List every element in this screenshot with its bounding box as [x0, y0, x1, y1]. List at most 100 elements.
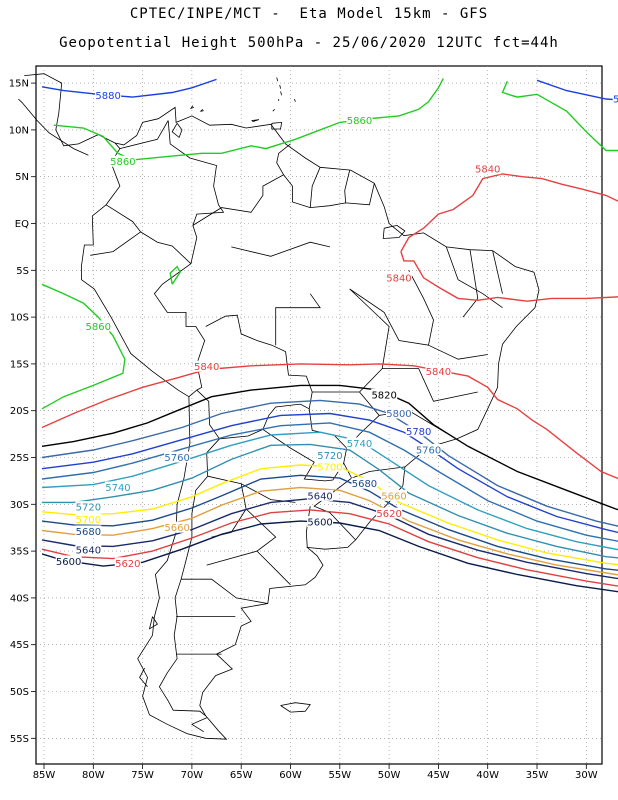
contour-label-5880: 5880 [95, 91, 120, 102]
contour-label-5600: 5600 [307, 518, 332, 529]
contour-label-5780: 5780 [406, 427, 431, 438]
contour-label-5880: 5880 [613, 95, 618, 106]
boundary-line [492, 250, 503, 294]
boundary-line [167, 120, 225, 264]
lat-tick-label: 30S [10, 500, 29, 511]
contour-line-5760 [41, 422, 618, 542]
boundary-line [139, 667, 148, 688]
contour-line-5860 [53, 78, 444, 161]
longitude-axis: 85W80W75W70W65W60W55W50W45W40W35W30W25W2… [33, 764, 598, 781]
contour-label-5760: 5760 [416, 446, 441, 457]
boundary-line [271, 121, 283, 130]
map-frame [35, 65, 603, 765]
contour-label-bg [85, 320, 112, 332]
lat-tick-label: 55S [10, 734, 29, 745]
lat-tick-label: 45S [10, 640, 29, 651]
contour-label-bg [75, 525, 102, 537]
contour-label-bg [114, 557, 141, 569]
lat-tick-label: 10S [10, 313, 29, 324]
contour-line-5880 [536, 79, 618, 101]
lat-tick-label: 50S [10, 687, 29, 698]
boundary-line [199, 109, 204, 112]
map-title-line-1: CPTEC/INPE/MCT - Eta Model 15km - GFS [129, 6, 489, 22]
boundary-line [24, 73, 116, 147]
contour-label-bg [104, 481, 131, 493]
boundary-line [382, 368, 478, 402]
boundary-line [279, 84, 281, 89]
contour-label-bg [385, 271, 412, 283]
boundary-line [256, 550, 291, 586]
contour-label-bg [346, 437, 373, 449]
contour-label-bg [474, 163, 501, 175]
contour-label-5740: 5740 [105, 483, 130, 494]
boundary-line [280, 91, 282, 96]
contour-label-5600: 5600 [56, 557, 81, 568]
lon-tick-label: 70W [181, 770, 204, 781]
boundary-line [140, 231, 206, 398]
latitude-axis: 15N 10N 5N EQ 5S 10S 15S 20S 25S 30S 35S 40S 45S 50S 5… [9, 79, 36, 745]
contour-label-5680: 5680 [352, 479, 377, 490]
contour-label-5620: 5620 [376, 509, 401, 520]
contour-label-5840: 5840 [386, 273, 411, 284]
contour-label-bg [193, 360, 220, 372]
boundary-line [119, 120, 169, 149]
boundary-line [189, 105, 195, 110]
boundary-line [309, 167, 321, 208]
contour-label-bg [95, 89, 122, 101]
contour-label-5720: 5720 [317, 451, 342, 462]
boundary-line [382, 224, 406, 239]
contour-line-5860 [501, 80, 618, 152]
contour-label-bg [307, 489, 334, 501]
contour-line-5860 [41, 283, 126, 410]
contour-label-5660: 5660 [164, 523, 189, 534]
contour-line-5660 [41, 486, 618, 576]
lon-tick-label: 30W [575, 770, 598, 781]
contour-line-5680 [41, 474, 618, 571]
contour-label-5620: 5620 [115, 559, 140, 570]
contour-label-5840: 5840 [426, 367, 451, 378]
lon-tick-label: 40W [476, 770, 499, 781]
contour-label-bg [307, 516, 334, 528]
contour-label-bg [316, 449, 343, 461]
lon-tick-label: 45W [427, 770, 450, 781]
boundary-line [181, 578, 268, 604]
lon-tick-label: 35W [526, 770, 549, 781]
boundary-line [251, 119, 260, 122]
contour-label-5840: 5840 [194, 362, 219, 373]
boundary-line [445, 246, 503, 309]
contour-label-bg [164, 521, 191, 533]
contour-label-5640: 5640 [76, 546, 101, 557]
lat-tick-label: 5S [16, 266, 29, 277]
contour-label-5640: 5640 [307, 491, 332, 502]
map-title-line-2: Geopotential Height 500hPa - 25/06/2020 … [59, 35, 559, 51]
contour-label-bg [385, 407, 412, 419]
lat-tick-label: 25S [10, 453, 29, 464]
boundary-line [462, 249, 479, 318]
contour-label-bg [381, 489, 408, 501]
lat-tick-label: 15N [9, 79, 29, 90]
contour-label-bg [316, 460, 343, 472]
lon-tick-label: 75W [131, 770, 154, 781]
lat-tick-label: 10N [9, 125, 29, 136]
contour-label-bg [612, 93, 618, 105]
lon-tick-label: 50W [378, 770, 401, 781]
lat-tick-label: 15S [10, 359, 29, 370]
boundary-line [280, 702, 311, 713]
lon-tick-label: 60W [279, 770, 302, 781]
boundary-line [294, 98, 296, 102]
contour-label-5700: 5700 [76, 515, 101, 526]
contour-label-bg [75, 501, 102, 513]
boundary-line [206, 508, 277, 566]
contour-label-bg [164, 451, 191, 463]
contour-line-5880 [41, 78, 217, 98]
boundary-line [428, 344, 488, 360]
contour-label-bg [55, 555, 82, 567]
contour-label-bg [75, 544, 102, 556]
contour-label-bg [415, 444, 442, 456]
contour-label-bg [346, 114, 373, 126]
contour-line-5620 [41, 509, 618, 587]
boundary-line [231, 241, 330, 257]
boundary-line [81, 106, 540, 740]
contour-label-5660: 5660 [381, 491, 406, 502]
